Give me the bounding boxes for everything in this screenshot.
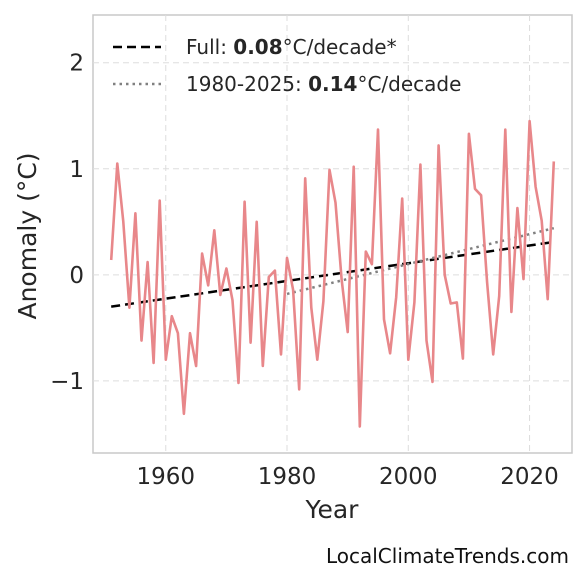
x-tick-label: 2000	[379, 464, 438, 490]
source-credit: LocalClimateTrends.com	[325, 544, 569, 568]
y-tick-labels: −1 0 1 2	[50, 51, 84, 395]
legend-entry-unit: °C/decade*	[283, 35, 397, 59]
legend-entry-name: Full:	[186, 35, 233, 59]
legend-entry: 1980-2025: 0.14°C/decade	[186, 72, 461, 96]
x-tick-label: 1960	[136, 464, 195, 490]
y-tick-label: −1	[50, 369, 84, 395]
grid	[93, 15, 572, 453]
y-tick-label: 0	[69, 263, 84, 289]
legend-entry-rate: 0.14	[308, 72, 357, 96]
legend-entry-name: 1980-2025:	[186, 72, 308, 96]
legend: Full: 0.08°C/decade*1980-2025: 0.14°C/de…	[113, 35, 461, 96]
x-tick-label: 2020	[500, 464, 559, 490]
legend-entry: Full: 0.08°C/decade*	[186, 35, 397, 59]
anomaly-series-line	[109, 119, 556, 428]
x-tick-labels: 1960 1980 2000 2020	[136, 464, 558, 490]
plot-area	[92, 14, 573, 454]
legend-entry-rate: 0.08	[233, 35, 282, 59]
y-tick-label: 1	[69, 157, 84, 183]
x-tick-label: 1980	[258, 464, 317, 490]
series-lines	[109, 119, 556, 428]
y-axis-label: Anomaly (°C)	[13, 152, 42, 319]
x-axis-label: Year	[305, 495, 360, 524]
legend-entry-unit: °C/decade	[357, 72, 461, 96]
trend-line	[111, 240, 554, 308]
y-tick-label: 2	[69, 51, 84, 77]
